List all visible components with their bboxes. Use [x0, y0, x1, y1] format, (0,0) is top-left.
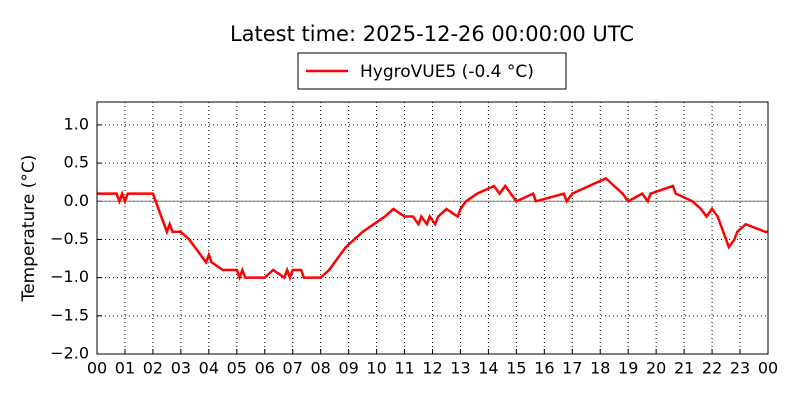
x-tick-label: 00	[87, 359, 107, 378]
x-tick-label: 20	[646, 359, 666, 378]
y-tick-label: 0.5	[64, 153, 89, 172]
x-tick-label: 22	[702, 359, 722, 378]
y-tick-label: −1.0	[50, 267, 89, 286]
data-line	[97, 176, 768, 282]
x-tick-label: 06	[255, 359, 275, 378]
x-tick-label: 11	[394, 359, 414, 378]
x-tick-label: 21	[674, 359, 694, 378]
x-tick-label: 05	[227, 359, 247, 378]
x-tick-label: 09	[338, 359, 358, 378]
x-tick-label: 19	[618, 359, 638, 378]
x-tick-label: 02	[143, 359, 163, 378]
x-tick-label: 03	[171, 359, 191, 378]
plot-frame	[96, 101, 769, 355]
y-tick-label: −0.5	[50, 229, 89, 248]
y-tick-label: −2.0	[50, 344, 89, 363]
y-tick-label: −1.5	[50, 305, 89, 324]
x-tick-label: 14	[478, 359, 498, 378]
x-tick-label: 17	[562, 359, 582, 378]
x-tick-label: 07	[283, 359, 303, 378]
x-tick-label: 00	[758, 359, 778, 378]
x-tick-label: 10	[366, 359, 386, 378]
x-tick-label: 16	[534, 359, 554, 378]
y-tick-label: 0.0	[64, 191, 89, 210]
chart-title: Latest time: 2025-12-26 00:00:00 UTC	[230, 22, 634, 46]
x-tick-label: 01	[115, 359, 135, 378]
x-tick-label: 12	[422, 359, 442, 378]
x-tick-label: 04	[199, 359, 219, 378]
x-tick-label: 23	[730, 359, 750, 378]
x-tick-label: 13	[450, 359, 470, 378]
legend-label: HygroVUE5 (-0.4 °C)	[360, 62, 534, 82]
x-tick-label: 15	[506, 359, 526, 378]
x-tick-label: 18	[590, 359, 610, 378]
x-tick-label: 08	[310, 359, 330, 378]
y-axis-label: Temperature (°C)	[19, 155, 39, 303]
y-tick-label: 1.0	[64, 114, 89, 133]
